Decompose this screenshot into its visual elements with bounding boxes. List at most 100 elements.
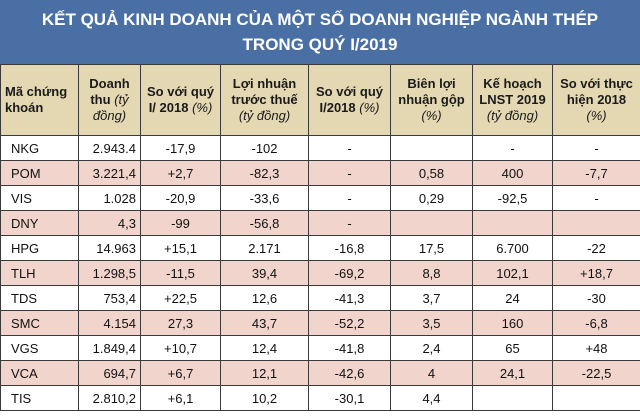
- title-line-2: TRONG QUÝ I/2019: [242, 35, 398, 54]
- cell-revenue: 2.943.4: [78, 135, 141, 161]
- cell-pretax-profit: 12,1: [220, 360, 309, 386]
- cell-plan-vs-2018: -22: [552, 235, 640, 261]
- cell-gross-margin: 17,5: [390, 235, 473, 261]
- cell-plan-vs-2018: [552, 210, 640, 236]
- cell-code: SMC: [0, 310, 79, 336]
- cell-profit-plan: 24,1: [472, 360, 553, 386]
- cell-revenue: 694,7: [78, 360, 141, 386]
- cell-revenue: 4,3: [78, 210, 141, 236]
- cell-revenue: 1.028: [78, 185, 141, 211]
- table-row: POM 3.221,4 +2,7 -82,3 - 0,58 400 -7,7: [0, 160, 640, 186]
- cell-profit-change: -: [308, 135, 391, 161]
- cell-pretax-profit: 39,4: [220, 260, 309, 286]
- cell-code: TLH: [0, 260, 79, 286]
- cell-revenue-change: +2,7: [140, 160, 221, 186]
- cell-code: VIS: [0, 185, 79, 211]
- cell-gross-margin: 4: [390, 360, 473, 386]
- header-row: Mã chứng khoán Doanh thu (tỷ đồng) So vớ…: [0, 64, 640, 136]
- cell-gross-margin: 8,8: [390, 260, 473, 286]
- cell-plan-vs-2018: -: [552, 135, 640, 161]
- cell-pretax-profit: 43,7: [220, 310, 309, 336]
- table-row: VGS 1.849,4 +10,7 12,4 -41,8 2,4 65 +48: [0, 335, 640, 361]
- cell-plan-vs-2018: -7,7: [552, 160, 640, 186]
- cell-revenue: 1.298,5: [78, 260, 141, 286]
- results-table: Mã chứng khoán Doanh thu (tỷ đồng) So vớ…: [0, 64, 640, 411]
- cell-gross-margin: 2,4: [390, 335, 473, 361]
- cell-code: VCA: [0, 360, 79, 386]
- cell-revenue: 2.810,2: [78, 385, 141, 411]
- cell-plan-vs-2018: +48: [552, 335, 640, 361]
- cell-gross-margin: 4,4: [390, 385, 473, 411]
- cell-profit-plan: 24: [472, 285, 553, 311]
- title-line-1: KẾT QUẢ KINH DOANH CỦA MỘT SỐ DOANH NGHI…: [41, 10, 599, 29]
- header-gross-margin: Biên lợi nhuận gộp (%): [390, 64, 473, 136]
- cell-gross-margin: 0,58: [390, 160, 473, 186]
- header-plan-vs-2018: So với thực hiện 2018 (%): [552, 64, 640, 136]
- cell-profit-change: -16,8: [308, 235, 391, 261]
- cell-pretax-profit: 10,2: [220, 385, 309, 411]
- header-revenue-change: So với quý I/ 2018 (%): [140, 64, 221, 136]
- cell-profit-change: -30,1: [308, 385, 391, 411]
- cell-revenue-change: +10,7: [140, 335, 221, 361]
- table-row: TDS 753,4 +22,5 12,6 -41,3 3,7 24 -30: [0, 285, 640, 311]
- table-row: VIS 1.028 -20,9 -33,6 - 0,29 -92,5 -: [0, 185, 640, 211]
- cell-revenue-change: 27,3: [140, 310, 221, 336]
- cell-revenue-change: -11,5: [140, 260, 221, 286]
- cell-pretax-profit: -102: [220, 135, 309, 161]
- cell-profit-change: -52,2: [308, 310, 391, 336]
- cell-profit-change: -69,2: [308, 260, 391, 286]
- cell-code: HPG: [0, 235, 79, 261]
- cell-plan-vs-2018: -22,5: [552, 360, 640, 386]
- table-row: SMC 4.154 27,3 43,7 -52,2 3,5 160 -6,8: [0, 310, 640, 336]
- cell-code: TIS: [0, 385, 79, 411]
- cell-revenue-change: -20,9: [140, 185, 221, 211]
- cell-profit-plan: 400: [472, 160, 553, 186]
- table-row: TLH 1.298,5 -11,5 39,4 -69,2 8,8 102,1 +…: [0, 260, 640, 286]
- cell-pretax-profit: -82,3: [220, 160, 309, 186]
- cell-profit-plan: 6.700: [472, 235, 553, 261]
- table-row: VCA 694,7 +6,7 12,1 -42,6 4 24,1 -22,5: [0, 360, 640, 386]
- cell-profit-plan: 65: [472, 335, 553, 361]
- cell-profit-change: -: [308, 160, 391, 186]
- cell-code: DNY: [0, 210, 79, 236]
- cell-code: NKG: [0, 135, 79, 161]
- header-stock-code: Mã chứng khoán: [0, 64, 79, 136]
- header-pretax-profit: Lợi nhuận trước thuế (tỷ đồng): [220, 64, 309, 136]
- cell-profit-change: -42,6: [308, 360, 391, 386]
- cell-revenue: 1.849,4: [78, 335, 141, 361]
- table-title: KẾT QUẢ KINH DOANH CỦA MỘT SỐ DOANH NGHI…: [0, 0, 640, 64]
- cell-pretax-profit: -56,8: [220, 210, 309, 236]
- cell-gross-margin: 3,5: [390, 310, 473, 336]
- cell-pretax-profit: -33,6: [220, 185, 309, 211]
- cell-profit-change: -: [308, 185, 391, 211]
- cell-profit-change: -: [308, 210, 391, 236]
- cell-plan-vs-2018: -30: [552, 285, 640, 311]
- cell-code: TDS: [0, 285, 79, 311]
- cell-profit-plan: -92,5: [472, 185, 553, 211]
- cell-pretax-profit: 12,6: [220, 285, 309, 311]
- header-profit-change: So với quý I/2018 (%): [308, 64, 391, 136]
- table-row: HPG 14.963 +15,1 2.171 -16,8 17,5 6.700 …: [0, 235, 640, 261]
- cell-revenue-change: +6,1: [140, 385, 221, 411]
- cell-plan-vs-2018: +18,7: [552, 260, 640, 286]
- cell-revenue-change: -99: [140, 210, 221, 236]
- cell-revenue-change: +6,7: [140, 360, 221, 386]
- cell-plan-vs-2018: -6,8: [552, 310, 640, 336]
- cell-gross-margin: [390, 135, 473, 161]
- cell-pretax-profit: 12,4: [220, 335, 309, 361]
- cell-profit-change: -41,8: [308, 335, 391, 361]
- cell-revenue: 4.154: [78, 310, 141, 336]
- cell-plan-vs-2018: [552, 385, 640, 411]
- cell-profit-plan: [472, 385, 553, 411]
- cell-revenue-change: -17,9: [140, 135, 221, 161]
- cell-plan-vs-2018: -: [552, 185, 640, 211]
- cell-gross-margin: 0,29: [390, 185, 473, 211]
- cell-profit-change: -41,3: [308, 285, 391, 311]
- cell-code: VGS: [0, 335, 79, 361]
- cell-revenue-change: +22,5: [140, 285, 221, 311]
- cell-revenue: 753,4: [78, 285, 141, 311]
- cell-profit-plan: -: [472, 135, 553, 161]
- table-row: NKG 2.943.4 -17,9 -102 - - -: [0, 135, 640, 161]
- cell-profit-plan: 160: [472, 310, 553, 336]
